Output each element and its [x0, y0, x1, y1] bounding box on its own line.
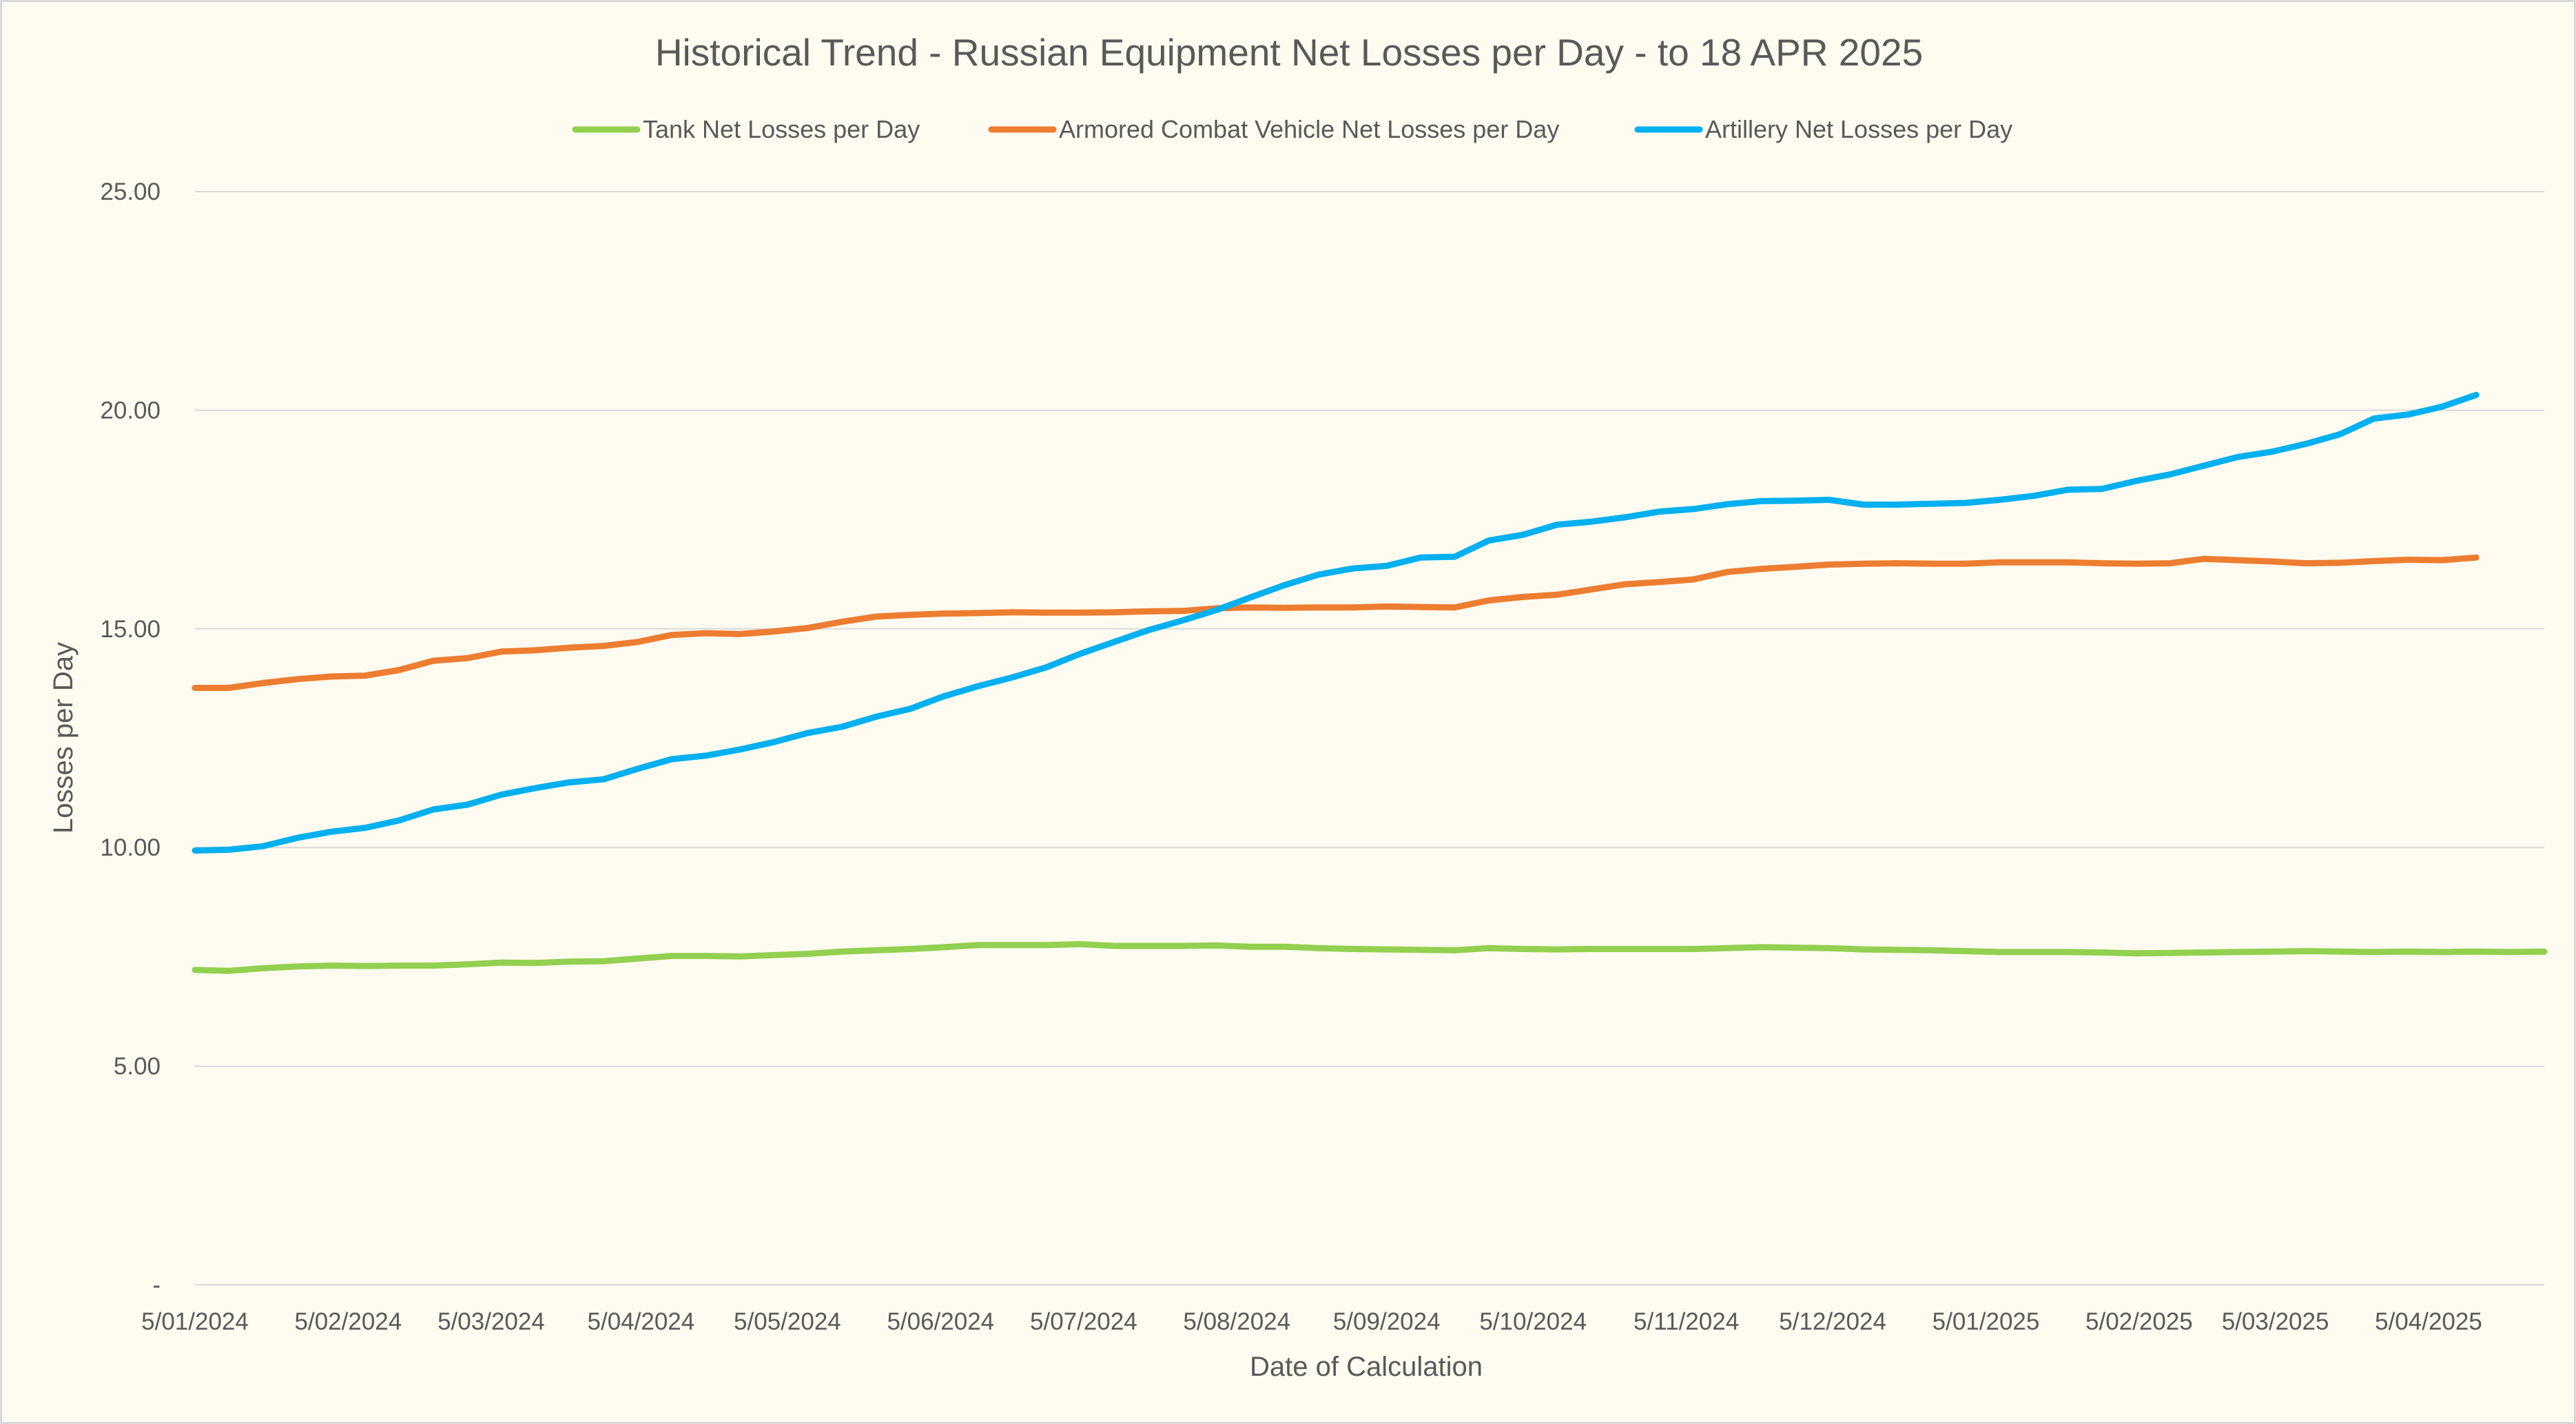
x-tick-label: 5/09/2024 — [1333, 1308, 1441, 1335]
y-axis-title: Losses per Day — [48, 642, 79, 834]
series-lines — [192, 391, 2548, 974]
x-tick-label: 5/07/2024 — [1030, 1308, 1137, 1335]
legend-label: Armored Combat Vehicle Net Losses per Da… — [1059, 115, 1559, 143]
legend: Tank Net Losses per Day Armored Combat Ve… — [572, 115, 2012, 143]
x-tick-label: 5/02/2024 — [295, 1308, 402, 1335]
gridlines — [195, 191, 2544, 1286]
x-axis-title: Date of Calculation — [1250, 1352, 1483, 1382]
legend-label: Artillery Net Losses per Day — [1705, 115, 2012, 143]
x-tick-label: 5/03/2024 — [437, 1308, 545, 1335]
x-axis-ticks: 5/01/2024 5/02/2024 5/03/2024 5/04/2024 5/05… — [141, 1308, 2482, 1335]
chart-title: Historical Trend - Russian Equipment Net… — [655, 31, 1923, 74]
y-axis-ticks: - 5.00 10.00 15.00 20.00 25.00 — [100, 178, 161, 1299]
x-tick-label: 5/01/2024 — [141, 1308, 249, 1335]
y-tick-label: 5.00 — [114, 1053, 161, 1080]
legend-label: Tank Net Losses per Day — [643, 115, 920, 143]
y-tick-label: - — [152, 1272, 161, 1299]
x-tick-label: 5/01/2025 — [1933, 1308, 2040, 1335]
y-tick-label: 10.00 — [100, 834, 161, 861]
x-tick-label: 5/08/2024 — [1183, 1308, 1290, 1335]
y-tick-label: 20.00 — [100, 397, 161, 424]
series-line-3 — [192, 391, 2480, 854]
series-line-2 — [192, 554, 2480, 691]
x-tick-label: 5/10/2024 — [1479, 1308, 1587, 1335]
x-tick-label: 5/12/2024 — [1779, 1308, 1886, 1335]
x-tick-label: 5/04/2025 — [2375, 1308, 2482, 1335]
y-tick-label: 25.00 — [100, 178, 161, 205]
x-tick-label: 5/03/2025 — [2222, 1308, 2329, 1335]
x-tick-label: 5/02/2025 — [2085, 1308, 2193, 1335]
x-tick-label: 5/11/2024 — [1634, 1308, 1739, 1335]
x-tick-label: 5/05/2024 — [734, 1308, 841, 1335]
series-line-1 — [192, 941, 2548, 974]
y-tick-label: 15.00 — [100, 616, 161, 643]
x-tick-label: 5/04/2024 — [588, 1308, 695, 1335]
x-tick-label: 5/06/2024 — [887, 1308, 994, 1335]
